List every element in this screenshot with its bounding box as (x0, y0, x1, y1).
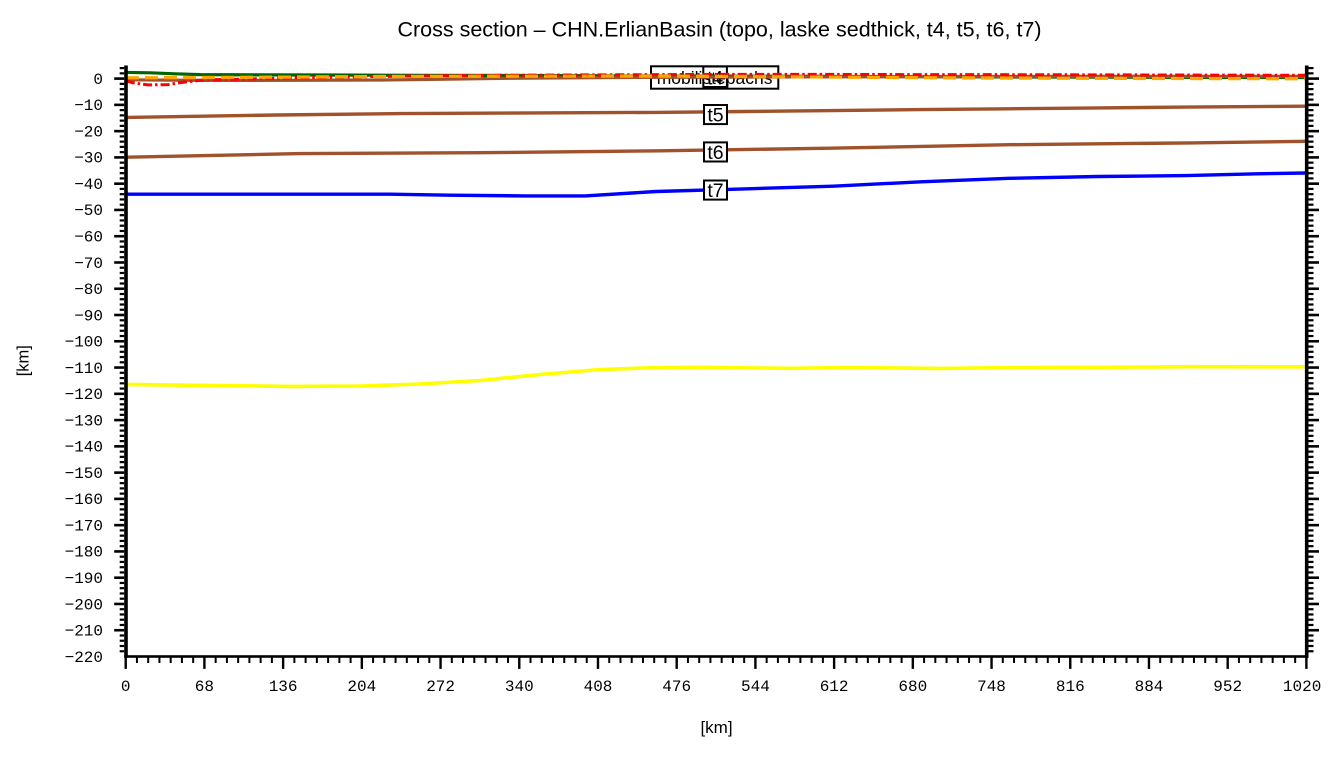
svg-text:612: 612 (820, 678, 849, 696)
svg-text:884: 884 (1135, 678, 1164, 696)
svg-text:−200: −200 (65, 596, 103, 614)
svg-text:−180: −180 (65, 544, 103, 562)
svg-text:−130: −130 (65, 412, 103, 430)
svg-text:544: 544 (741, 678, 770, 696)
svg-text:340: 340 (505, 678, 534, 696)
svg-text:476: 476 (662, 678, 691, 696)
svg-text:−10: −10 (74, 97, 103, 115)
svg-text:−50: −50 (74, 202, 103, 220)
svg-text:−100: −100 (65, 334, 103, 352)
svg-text:0: 0 (93, 71, 103, 89)
svg-text:−20: −20 (74, 123, 103, 141)
svg-text:−110: −110 (65, 360, 103, 378)
svg-text:748: 748 (977, 678, 1006, 696)
svg-text:136: 136 (269, 678, 298, 696)
svg-text:−170: −170 (65, 518, 103, 536)
svg-text:[km]: [km] (700, 718, 732, 737)
svg-text:−120: −120 (65, 386, 103, 404)
svg-text:816: 816 (1056, 678, 1085, 696)
svg-text:Cross section – CHN.ErlianBasi: Cross section – CHN.ErlianBasin (topo, l… (397, 18, 1041, 42)
svg-text:−190: −190 (65, 570, 103, 588)
svg-text:−40: −40 (74, 176, 103, 194)
svg-text:68: 68 (195, 678, 214, 696)
svg-text:t7: t7 (707, 180, 723, 202)
svg-text:−70: −70 (74, 255, 103, 273)
svg-text:204: 204 (347, 678, 376, 696)
svg-text:t5: t5 (707, 105, 723, 127)
svg-text:−150: −150 (65, 465, 103, 483)
svg-text:0: 0 (121, 678, 131, 696)
svg-text:952: 952 (1213, 678, 1242, 696)
svg-text:−210: −210 (65, 623, 103, 641)
svg-text:t6: t6 (707, 142, 723, 164)
svg-text:−90: −90 (74, 307, 103, 325)
svg-text:−160: −160 (65, 491, 103, 509)
svg-text:1020: 1020 (1283, 678, 1321, 696)
svg-text:[km]: [km] (15, 345, 33, 376)
svg-text:−60: −60 (74, 229, 103, 247)
svg-text:−220: −220 (65, 649, 103, 667)
svg-text:680: 680 (898, 678, 927, 696)
svg-text:408: 408 (584, 678, 613, 696)
svg-text:−80: −80 (74, 281, 103, 299)
svg-text:−30: −30 (74, 150, 103, 168)
svg-text:272: 272 (426, 678, 455, 696)
svg-text:−140: −140 (65, 439, 103, 457)
